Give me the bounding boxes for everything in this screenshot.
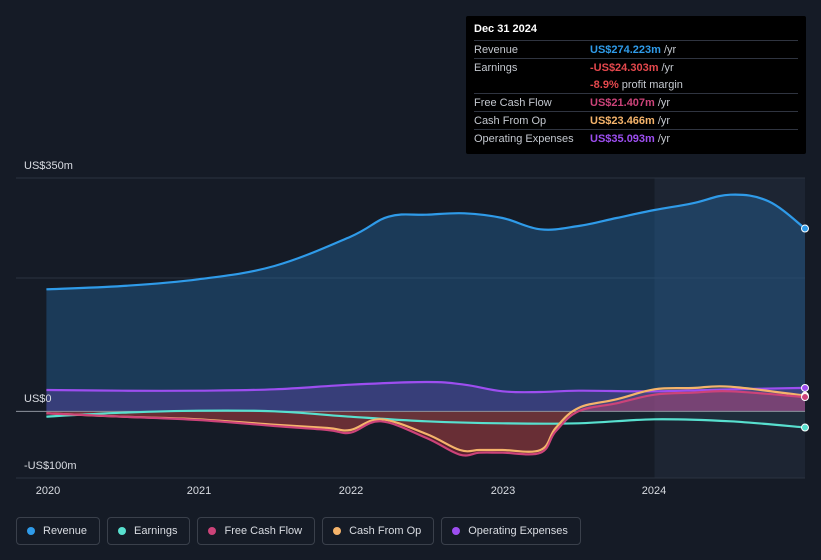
legend-label: Free Cash Flow [224,525,303,537]
tooltip-value: US$21.407m [590,96,655,109]
tooltip-value: -US$24.303m [590,61,659,74]
tooltip-row-earnings: Earnings -US$24.303m /yr [474,58,798,76]
series-area-free-cash-flow [46,391,805,456]
series-area-revenue [46,194,805,412]
legend-item-operating-expenses[interactable]: Operating Expenses [441,517,581,545]
series-line-cash-from-op [46,385,806,453]
tooltip-date: Dec 31 2024 [474,23,537,35]
legend-item-earnings[interactable]: Earnings [107,517,191,545]
legend-item-free-cash-flow[interactable]: Free Cash Flow [197,517,316,545]
legend-dot-icon [118,527,127,535]
highlight-region [654,178,805,478]
x-tick-label: 2021 [186,485,212,497]
tooltip-value: US$35.093m [590,132,655,145]
x-tick-label: 2020 [35,485,61,497]
legend-item-cash-from-op[interactable]: Cash From Op [322,517,435,545]
tooltip-label: Revenue [474,43,519,56]
tooltip-unit: /yr [657,96,671,109]
legend-label: Revenue [43,525,88,537]
data-tooltip: Dec 31 2024 Revenue US$274.223m /yr Earn… [466,16,806,154]
y-tick-label: -US$100m [24,460,77,472]
tooltip-label: Operating Expenses [474,132,574,145]
series-end-point-revenue [801,224,809,233]
series-area-earnings [46,410,805,428]
tooltip-value: -8.9% [590,78,619,91]
series-line-operating-expenses [46,380,806,394]
legend-label: Operating Expenses [468,525,568,537]
tooltip-value: US$23.466m [590,114,655,127]
series-line-earnings [46,409,806,429]
legend-dot-icon [27,527,35,535]
y-tick-label: US$350m [24,160,73,172]
tooltip-unit: /yr [657,132,671,145]
tooltip-unit: profit margin [621,78,683,91]
x-tick-label: 2023 [490,485,516,497]
series-line-revenue [46,193,806,291]
tooltip-row-operating-expenses: Operating Expenses US$35.093m /yr [474,129,798,147]
tooltip-value: US$274.223m [590,43,661,56]
x-tick-label: 2024 [641,485,667,497]
tooltip-row-profit-margin: -8.9% profit margin [474,76,798,93]
legend-label: Cash From Op [349,525,422,537]
series-end-point-earnings [801,423,809,432]
series-end-point-operating-expenses [801,383,809,392]
legend-dot-icon [208,527,217,535]
x-tick-label: 2022 [338,485,364,497]
tooltip-label: Free Cash Flow [474,96,552,109]
chart-legend: Revenue Earnings Free Cash Flow Cash Fro… [16,517,581,545]
tooltip-row-free-cash-flow: Free Cash Flow US$21.407m /yr [474,93,798,111]
tooltip-label: Earnings [474,61,518,74]
legend-item-revenue[interactable]: Revenue [16,517,101,545]
series-end-point-free-cash-flow [801,393,809,402]
legend-dot-icon [333,527,342,535]
tooltip-unit: /yr [657,114,671,127]
tooltip-label: Cash From Op [474,114,547,127]
legend-label: Earnings [134,525,178,537]
tooltip-row-cash-from-op: Cash From Op US$23.466m /yr [474,111,798,129]
legend-dot-icon [452,527,461,535]
series-line-free-cash-flow [46,389,806,457]
tooltip-unit: /yr [663,43,677,56]
y-tick-label: US$0 [24,393,52,405]
tooltip-unit: /yr [661,61,674,74]
tooltip-row-revenue: Revenue US$274.223m /yr [474,40,798,58]
